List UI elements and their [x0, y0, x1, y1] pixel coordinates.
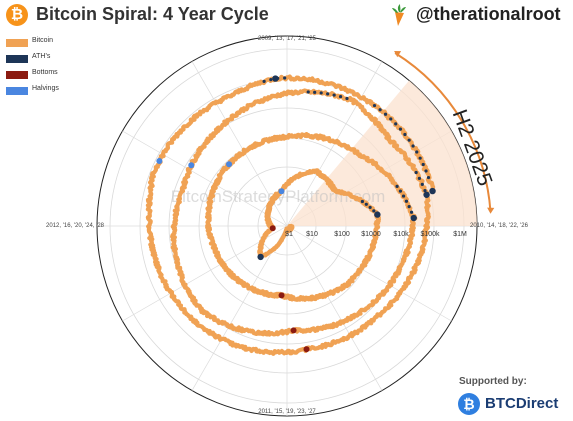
ath-marker	[394, 122, 398, 126]
angle-label-top: 2009, '13, '17, '21, '25	[258, 36, 317, 42]
ath-marker	[338, 95, 343, 99]
angle-label-left: 2012, '16, '20, '24, '28	[46, 223, 105, 229]
legend-label: Bottoms	[32, 69, 58, 76]
angle-label-right: 2010, '14, '18, '22, '26	[470, 223, 529, 229]
ath-marker	[269, 77, 273, 82]
legend-swatch	[6, 55, 28, 63]
bottom-marker	[290, 327, 297, 334]
ath-marker	[395, 184, 399, 188]
legend-label: ATH's	[32, 53, 51, 60]
ath-marker	[360, 199, 364, 204]
grid-spoke	[286, 225, 452, 322]
ath-marker	[372, 209, 376, 213]
ath-marker	[404, 199, 409, 203]
legend-swatch	[6, 39, 28, 47]
supported-by-label: Supported by:	[459, 376, 527, 387]
ath-marker	[262, 79, 266, 84]
ath-marker	[409, 210, 414, 214]
ath-marker	[319, 91, 323, 95]
event-markers	[156, 75, 436, 353]
ath-marker	[306, 90, 310, 94]
grid-spoke	[286, 225, 383, 391]
legend-label: Halvings	[32, 85, 59, 92]
svg-text:₿: ₿	[463, 396, 474, 412]
ath-marker	[398, 189, 403, 193]
legend-swatch	[6, 87, 28, 95]
ath-marker	[424, 169, 428, 173]
ath-marker	[426, 175, 431, 180]
halving-marker	[188, 162, 195, 169]
ath-marker	[375, 212, 379, 217]
arrow-head	[394, 50, 402, 58]
carrot-icon	[392, 4, 406, 26]
radial-tick-labels: $1 $10 $100 $1000 $10k $100k $1M	[285, 231, 467, 238]
halving-marker	[156, 157, 163, 164]
radial-tick-label: $100k	[420, 231, 440, 238]
ath-marker	[401, 194, 406, 198]
legend-label: Bitcoin	[32, 37, 54, 44]
ath-marker	[411, 144, 415, 148]
ath-marker	[378, 108, 382, 112]
halving-marker	[226, 161, 233, 168]
bottom-marker	[269, 225, 276, 232]
ath-marker	[407, 138, 411, 142]
highlight-arrow-arc	[394, 52, 492, 212]
ath-marker	[276, 76, 280, 80]
ath-marker	[364, 202, 368, 206]
ath-marker	[418, 156, 422, 160]
arrow-head	[487, 207, 495, 214]
radial-tick-label: $1	[285, 231, 293, 238]
ath-marker	[414, 170, 418, 175]
author-handle: @therationalroot	[416, 4, 561, 24]
page-title: Bitcoin Spiral: 4 Year Cycle	[36, 4, 269, 24]
grid-spoke	[122, 130, 288, 227]
bitcoin-logo-icon: ₿	[6, 4, 28, 26]
ath-marker	[403, 132, 407, 137]
radial-tick-label: $10	[306, 231, 318, 238]
ath-marker	[415, 150, 419, 154]
ath-marker	[326, 92, 330, 96]
ath-marker	[423, 191, 430, 198]
angle-label-bottom: 2011, '15, '19, '23, '27	[258, 409, 316, 415]
ath-marker	[398, 127, 403, 131]
ath-marker	[332, 93, 336, 97]
ath-marker	[383, 112, 388, 116]
ath-marker	[313, 90, 317, 94]
ath-marker	[421, 162, 425, 167]
radial-tick-label: $1M	[453, 231, 467, 238]
btcdirect-logo-icon: ₿	[458, 393, 480, 415]
radial-tick-label: $1000	[361, 231, 381, 238]
sponsor-name: BTCDirect	[485, 395, 559, 412]
radial-tick-label: $100	[334, 231, 350, 238]
halving-marker	[278, 188, 285, 195]
ath-marker	[417, 176, 421, 180]
legend-swatch	[6, 71, 28, 79]
ath-marker	[283, 76, 287, 80]
ath-marker	[407, 205, 411, 209]
ath-marker	[257, 253, 264, 261]
bottom-marker	[303, 346, 310, 353]
ath-marker	[423, 188, 427, 193]
ath-marker	[368, 205, 372, 210]
ath-marker	[429, 187, 436, 195]
ath-marker	[389, 117, 393, 121]
ath-marker	[420, 182, 424, 186]
bottom-marker	[278, 292, 285, 299]
ath-marker	[345, 96, 349, 101]
header-bar: ₿ Bitcoin Spiral: 4 Year Cycle @theratio…	[0, 0, 573, 30]
radial-tick-label: $10k	[393, 231, 409, 238]
ath-marker	[372, 103, 377, 108]
ath-marker	[412, 216, 416, 220]
